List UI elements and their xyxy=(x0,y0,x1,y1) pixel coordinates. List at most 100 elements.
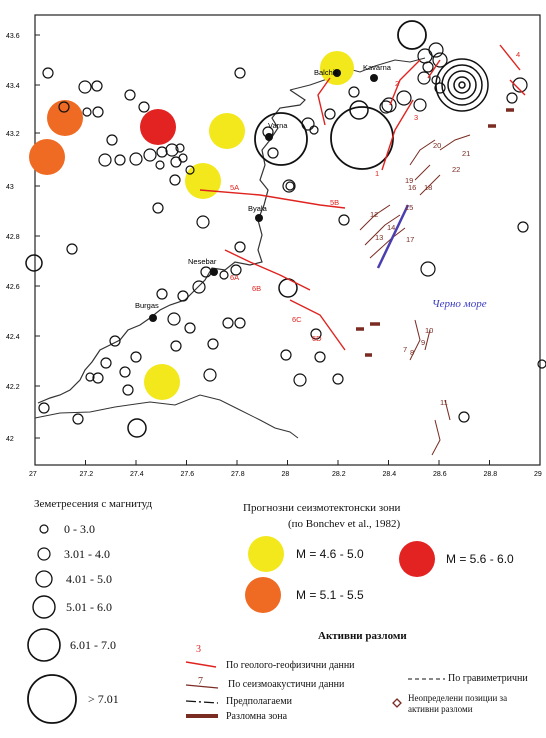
epicenter xyxy=(203,368,217,382)
lon-tick-label: 27.6 xyxy=(181,471,195,478)
lon-tick-label: 27.8 xyxy=(231,471,245,478)
epicenter xyxy=(129,152,143,166)
fault-number: 8 xyxy=(410,348,414,357)
epicenter xyxy=(310,328,322,340)
mag-label-3: 4.01 - 5.0 xyxy=(66,572,112,586)
epicenter xyxy=(379,100,393,114)
mag-symbol-2 xyxy=(37,547,51,561)
state-border xyxy=(34,394,299,439)
fault-label-seismoacoustic: По сеизмоакустични данни xyxy=(228,679,345,690)
mag-symbol-4 xyxy=(32,595,56,619)
zone-swatch-orange xyxy=(245,577,281,613)
epicenter xyxy=(109,335,121,347)
epicenter xyxy=(422,61,434,73)
mag-symbol-1 xyxy=(39,524,49,534)
epicenter xyxy=(169,174,181,186)
epicenter xyxy=(25,254,43,272)
lon-tick-label: 28.6 xyxy=(433,471,447,478)
epicenter xyxy=(219,270,229,280)
epicenter xyxy=(267,147,279,159)
legend-graphics xyxy=(27,524,445,724)
lon-tick-label: 27.2 xyxy=(80,471,94,478)
epicenter xyxy=(512,77,528,93)
fault-sym-undetermined xyxy=(392,698,402,708)
zone-label-yellow: M = 4.6 - 5.0 xyxy=(296,547,364,561)
epicenter xyxy=(156,288,168,300)
fault-sym-seismoacoustic xyxy=(185,684,219,689)
epicenter xyxy=(143,148,157,162)
epicenter xyxy=(348,86,360,98)
zone-swatch-red xyxy=(399,541,435,577)
epicenter xyxy=(196,215,210,229)
epicenter xyxy=(381,97,397,113)
mag-label-1: 0 - 3.0 xyxy=(64,522,95,536)
fault-number: 2 xyxy=(395,79,399,88)
epicenter xyxy=(114,154,126,166)
fault-number: 6B xyxy=(252,284,261,293)
city-layer: Balchik Kavarna Varna Byala Nesebar Burgas xyxy=(135,63,392,322)
mag-label-5: 6.01 - 7.0 xyxy=(70,638,116,652)
epicenter xyxy=(100,357,112,369)
epicenter xyxy=(92,372,104,384)
fault-label-geological: По геолого-геофизични данни xyxy=(226,660,355,671)
epicenter xyxy=(175,143,185,153)
lat-tick-label: 42.2 xyxy=(6,384,20,391)
epicenter xyxy=(177,290,189,302)
fault-gravimetric xyxy=(376,204,410,269)
city-dot xyxy=(149,314,157,322)
epicenter xyxy=(130,351,142,363)
epicenter xyxy=(396,90,412,106)
zone-orange-shumen xyxy=(47,100,83,136)
lon-tick-label: 27.4 xyxy=(130,471,144,478)
fault-sym-geological xyxy=(185,661,217,668)
fault-sym-assumed xyxy=(185,700,219,704)
fault-number: 14 xyxy=(387,223,395,232)
epicenter xyxy=(417,71,431,85)
magnitude-title: Земетресения с магнитуд xyxy=(34,498,153,510)
city-label: Varna xyxy=(268,121,288,130)
latitude-ticks: 43.6 43.4 43.2 43 42.8 42.6 42.4 42.2 42 xyxy=(6,33,40,443)
coast-north xyxy=(289,57,426,91)
epicenter xyxy=(124,89,136,101)
epicenter xyxy=(58,101,70,113)
fault-number: 9 xyxy=(421,338,425,347)
epicenter xyxy=(127,418,147,438)
fault-number: 17 xyxy=(406,235,414,244)
lat-tick-label: 42.4 xyxy=(6,334,20,341)
city-label: Byala xyxy=(248,204,268,213)
fault-number: 16 xyxy=(408,183,416,192)
fault-number: 6D xyxy=(312,334,322,343)
mag-symbol-6 xyxy=(27,674,77,724)
epicenter-large xyxy=(397,20,427,50)
city-label: Kavarna xyxy=(363,63,392,72)
zone-swatch-yellow xyxy=(248,536,284,572)
city-label: Burgas xyxy=(135,301,159,310)
fault-number: 19 xyxy=(405,176,413,185)
fault-number: 21 xyxy=(462,149,470,158)
epicenter xyxy=(122,384,134,396)
epicenter xyxy=(434,82,446,94)
zone-red-provadia xyxy=(140,109,176,145)
fault-zones xyxy=(356,108,514,357)
epicenter xyxy=(314,351,326,363)
fault-key-geological: 3 xyxy=(196,644,201,655)
epicenter xyxy=(106,134,118,146)
epicenter xyxy=(420,261,436,277)
city-dot xyxy=(333,69,341,77)
fault-number: 5B xyxy=(330,198,339,207)
zone-label-red: M = 5.6 - 6.0 xyxy=(446,552,514,566)
mag-label-6: > 7.01 xyxy=(88,692,119,706)
fault-number: 1 xyxy=(375,169,379,178)
epicenter xyxy=(234,317,246,329)
fault-label-undetermined: Неопределени позиции за активни разломи xyxy=(408,693,508,714)
lat-tick-label: 42.6 xyxy=(6,284,20,291)
epicenter xyxy=(185,165,195,175)
epicenter xyxy=(155,160,165,170)
epicenter xyxy=(91,80,103,92)
mag-symbol-5 xyxy=(27,628,61,662)
epicenter xyxy=(432,52,448,68)
epicenter xyxy=(152,202,164,214)
epicenter xyxy=(222,317,234,329)
lat-tick-label: 43.4 xyxy=(6,83,20,90)
